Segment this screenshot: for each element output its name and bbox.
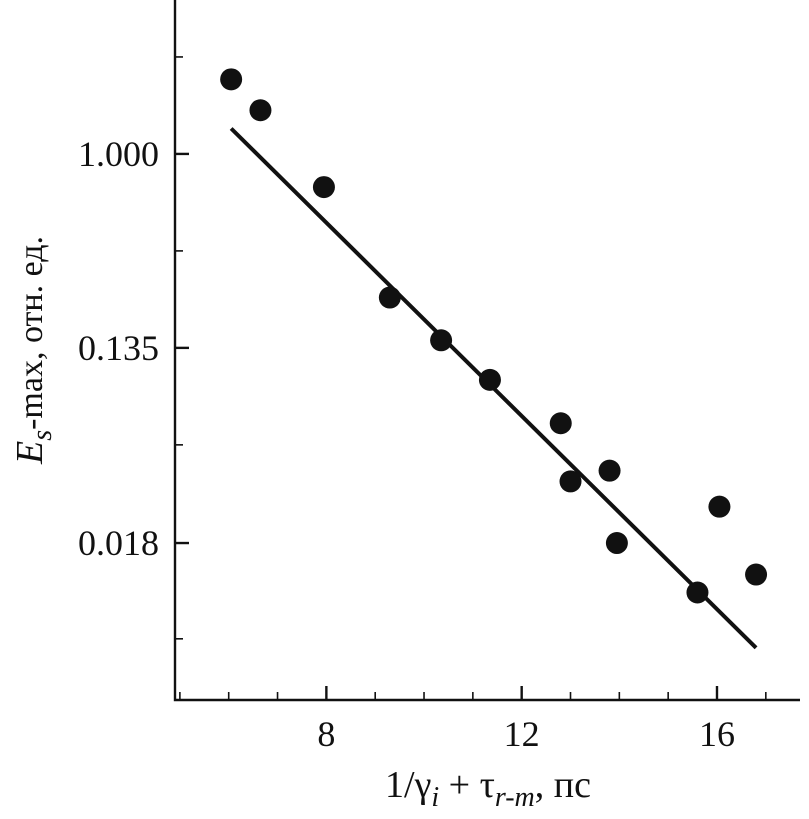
data-point: [686, 581, 709, 604]
data-point: [559, 470, 582, 493]
x-axis-title-sub2: r-m: [495, 782, 535, 813]
data-point: [249, 99, 272, 122]
x-tick-label-12: 12: [504, 714, 540, 754]
x-axis-title: 1/γi + τr-m, пс: [385, 764, 591, 813]
x-axis-title-mid: + τ: [439, 764, 495, 806]
y-tick-label-0.135: 0.135: [78, 328, 159, 368]
axes: [173, 0, 800, 702]
data-point: [312, 176, 335, 199]
x-axis-title-tail: , пс: [535, 764, 591, 806]
axis-frame: [173, 0, 800, 702]
x-tick-label-16: 16: [699, 714, 735, 754]
data-point: [478, 368, 501, 391]
data-point: [598, 459, 621, 482]
y-tick-label-1.000: 1.000: [78, 134, 159, 174]
x-axis-title-base: 1/γ: [385, 764, 431, 806]
data-point: [378, 286, 401, 309]
x-axis-title-sub1: i: [431, 782, 439, 813]
data-point: [745, 563, 768, 586]
x-tick-label-8: 8: [317, 714, 335, 754]
ticks: [175, 56, 767, 700]
data-point: [220, 68, 243, 91]
data-point: [605, 532, 628, 555]
data-point: [430, 329, 453, 352]
tick-labels: 8 12 16 1.000 0.135 0.018: [78, 134, 735, 754]
y-axis-title: Es-max, отн. ед.: [9, 236, 58, 465]
y-axis-title-base: E: [9, 441, 51, 465]
data-point: [549, 412, 572, 435]
data-points: [220, 68, 768, 604]
y-axis-title-tail: -max, отн. ед.: [13, 236, 50, 430]
y-axis-title-sub: s: [27, 430, 58, 441]
data-point: [708, 495, 731, 518]
y-tick-label-0.018: 0.018: [78, 523, 159, 563]
